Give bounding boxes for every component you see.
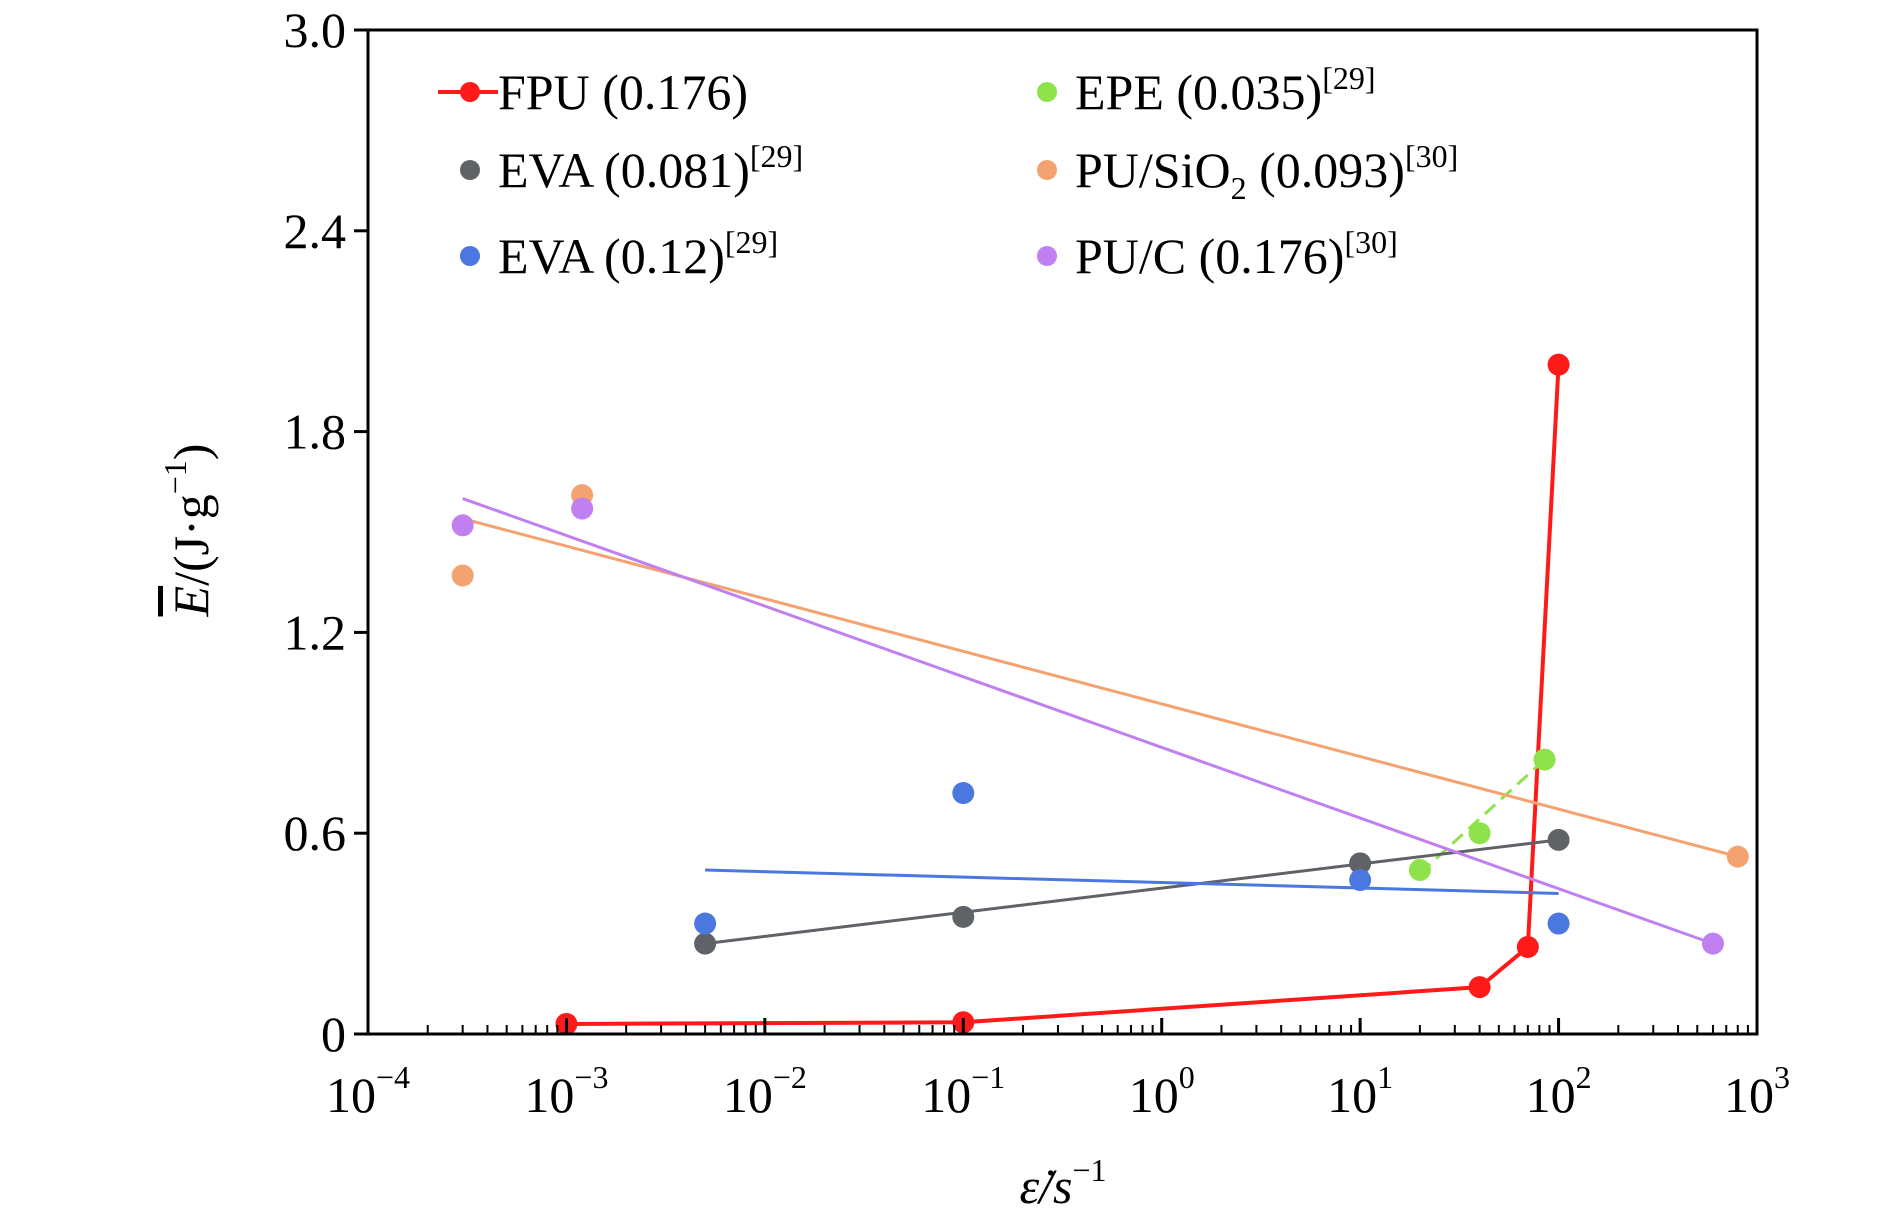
y-tick-label: 3.0: [284, 2, 347, 58]
legend-marker: [460, 160, 480, 180]
data-point: [1408, 859, 1431, 882]
data-point: [694, 912, 717, 935]
x-tick-label: 100: [1129, 1059, 1195, 1123]
y-tick-label: 0.6: [284, 805, 347, 861]
y-axis-title: E/(J·g−1): [157, 444, 219, 618]
data-point: [1516, 935, 1539, 958]
y-axis: 0 0.6 1.2 1.8 2.4 3.0: [284, 2, 368, 1062]
plot-area: [451, 353, 1749, 1035]
x-axis-title: ε̇/s−1: [1019, 1152, 1106, 1214]
x-tick-label: 103: [1724, 1059, 1790, 1123]
y-tick-label: 0: [321, 1006, 346, 1062]
x-tick-label: 10−4: [326, 1059, 410, 1123]
data-point: [1547, 353, 1570, 376]
x-tick-label: 102: [1526, 1059, 1592, 1123]
legend-item: PU/SiO2 (0.093)[30]: [1037, 138, 1458, 206]
fit-line: [705, 868, 1559, 895]
data-point: [1349, 852, 1372, 875]
x-axis: 10−4 10−3 10−2 10−1 100 101 102 103: [326, 1018, 1790, 1123]
data-point: [694, 932, 717, 955]
legend-item: EVA (0.12)[29]: [460, 224, 778, 284]
fit-line: [462, 497, 1714, 946]
data-point: [571, 497, 594, 520]
y-tick-label: 1.2: [284, 604, 347, 660]
legend-label: EPE (0.035)[29]: [1075, 60, 1376, 120]
x-tick-label: 101: [1327, 1059, 1393, 1123]
legend-marker: [1037, 160, 1057, 180]
data-point: [1468, 822, 1491, 845]
data-point: [952, 905, 975, 928]
legend: FPU (0.176) EPE (0.035)[29] EVA (0.081)[29…: [438, 60, 1458, 284]
data-point: [1547, 828, 1570, 851]
data-point: [1468, 976, 1491, 999]
legend-label: EVA (0.12)[29]: [498, 224, 778, 284]
x-tick-label: 10−3: [524, 1059, 608, 1123]
data-point: [1547, 912, 1570, 935]
data-point: [451, 564, 474, 587]
legend-label: PU/C (0.176)[30]: [1075, 224, 1398, 284]
legend-item: EVA (0.081)[29]: [460, 138, 803, 198]
legend-marker: [1037, 246, 1057, 266]
legend-marker: [460, 246, 480, 266]
data-point: [1533, 748, 1556, 771]
fit-line: [704, 838, 1559, 946]
series-lines: [462, 364, 1739, 1026]
legend-label: FPU (0.176): [498, 64, 748, 120]
plot-frame: [366, 28, 1759, 1036]
series-points: [451, 353, 1749, 1035]
legend-label: PU/SiO2 (0.093)[30]: [1075, 138, 1458, 206]
data-point: [1726, 845, 1749, 868]
data-point: [1701, 932, 1724, 955]
legend-marker: [460, 82, 480, 102]
y-axis-title-text: E/(J·g−1): [157, 444, 219, 618]
x-tick-label: 10−2: [723, 1059, 807, 1123]
legend-label: EVA (0.081)[29]: [498, 138, 803, 198]
data-point: [1349, 869, 1372, 892]
y-tick-label: 2.4: [284, 203, 347, 259]
x-axis-title-text: ε̇/s−1: [1019, 1152, 1106, 1214]
x-tick-label: 10−1: [921, 1059, 1005, 1123]
legend-item: PU/C (0.176)[30]: [1037, 224, 1398, 284]
data-point: [451, 514, 474, 537]
y-tick-label: 1.8: [284, 404, 347, 460]
legend-marker: [1037, 82, 1057, 102]
data-point: [952, 782, 975, 805]
legend-item: FPU (0.176): [438, 64, 748, 120]
legend-item: EPE (0.035)[29]: [1037, 60, 1376, 120]
